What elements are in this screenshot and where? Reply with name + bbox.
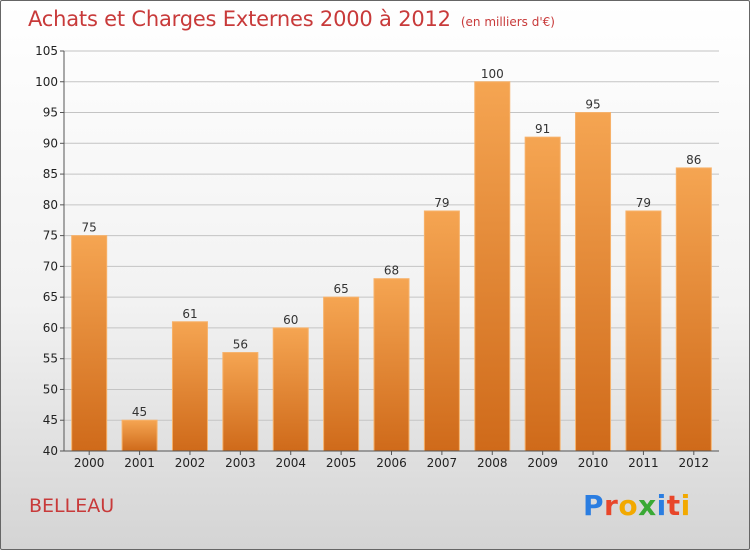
value-labels: 75 45 61 56 60 65 68 79 100 91 95 79 86 [82, 67, 702, 419]
y-tick-label: 75 [43, 229, 58, 243]
logo-letter: o [618, 489, 639, 522]
x-tick-label-2007: 2007 [427, 456, 458, 470]
y-tick-label: 55 [43, 352, 58, 366]
x-axis: 2000 2001 2002 2003 2004 2005 2006 2007 2008 2009… [64, 450, 719, 470]
x-tick-label-2004: 2004 [275, 456, 306, 470]
value-label-2002: 61 [182, 307, 197, 321]
x-tick-label-2001: 2001 [124, 456, 155, 470]
bar-2006 [373, 278, 410, 452]
value-label-2011: 79 [636, 196, 651, 210]
value-label-2010: 95 [585, 98, 600, 112]
logo-letter: P [583, 489, 605, 522]
bar-2012 [675, 167, 712, 452]
city-name: BELLEAU [29, 495, 115, 517]
value-label-2007: 79 [434, 196, 449, 210]
logo-letter: i [680, 489, 691, 522]
value-label-2000: 75 [82, 221, 97, 235]
y-tick-label: 60 [43, 321, 58, 335]
chart-subtitle: (en milliers d'€) [460, 15, 555, 29]
logo-letter: r [604, 489, 619, 522]
bar-2003 [222, 352, 259, 452]
value-label-2005: 65 [333, 282, 348, 296]
x-tick-label-2008: 2008 [477, 456, 508, 470]
value-label-2004: 60 [283, 313, 298, 327]
x-tick-label-2006: 2006 [376, 456, 407, 470]
x-tick-label-2009: 2009 [527, 456, 558, 470]
y-tick-label: 65 [43, 290, 58, 304]
x-tick-label-2012: 2012 [679, 456, 710, 470]
x-tick-label-2002: 2002 [175, 456, 206, 470]
bar-2004 [272, 327, 309, 452]
bar-2007 [423, 210, 460, 452]
bar-2001 [121, 419, 158, 452]
value-label-2012: 86 [686, 153, 701, 167]
bar-2009 [524, 136, 561, 452]
y-tick-label: 70 [43, 259, 58, 273]
proxiti-logo: Proxiti [583, 489, 691, 522]
y-tick-label: 85 [43, 167, 58, 181]
logo-letter: t [666, 489, 681, 522]
y-tick-label: 40 [43, 444, 58, 458]
value-label-2008: 100 [481, 67, 504, 81]
chart-title: Achats et Charges Externes 2000 à 2012 [28, 7, 451, 31]
value-label-2006: 68 [384, 264, 399, 278]
title-line: Achats et Charges Externes 2000 à 2012 (e… [28, 7, 555, 31]
bar-2005 [323, 296, 360, 452]
bar-2000 [71, 235, 108, 452]
bar-2011 [625, 210, 662, 452]
y-tick-label: 90 [43, 136, 58, 150]
x-tick-label-2010: 2010 [578, 456, 609, 470]
x-tick-label-2000: 2000 [74, 456, 105, 470]
x-tick-label-2011: 2011 [628, 456, 659, 470]
value-label-2009: 91 [535, 122, 550, 136]
bar-2002 [171, 321, 208, 452]
value-label-2003: 56 [233, 338, 248, 352]
value-label-2001: 45 [132, 405, 147, 419]
bar-2008 [474, 81, 511, 452]
logo-letter: i [656, 489, 667, 522]
y-tick-label: 45 [43, 413, 58, 427]
y-tick-label: 80 [43, 198, 58, 212]
bars [71, 81, 712, 452]
y-tick-label: 100 [35, 75, 58, 89]
x-tick-label-2003: 2003 [225, 456, 256, 470]
y-axis: 40 45 50 55 60 65 70 75 80 85 90 95 100 105 [35, 44, 65, 458]
y-tick-label: 50 [43, 382, 58, 396]
x-tick-label-2005: 2005 [326, 456, 357, 470]
logo-letter: x [638, 489, 657, 522]
y-tick-label: 105 [35, 44, 58, 58]
bar-2010 [575, 112, 612, 452]
y-tick-label: 95 [43, 106, 58, 120]
